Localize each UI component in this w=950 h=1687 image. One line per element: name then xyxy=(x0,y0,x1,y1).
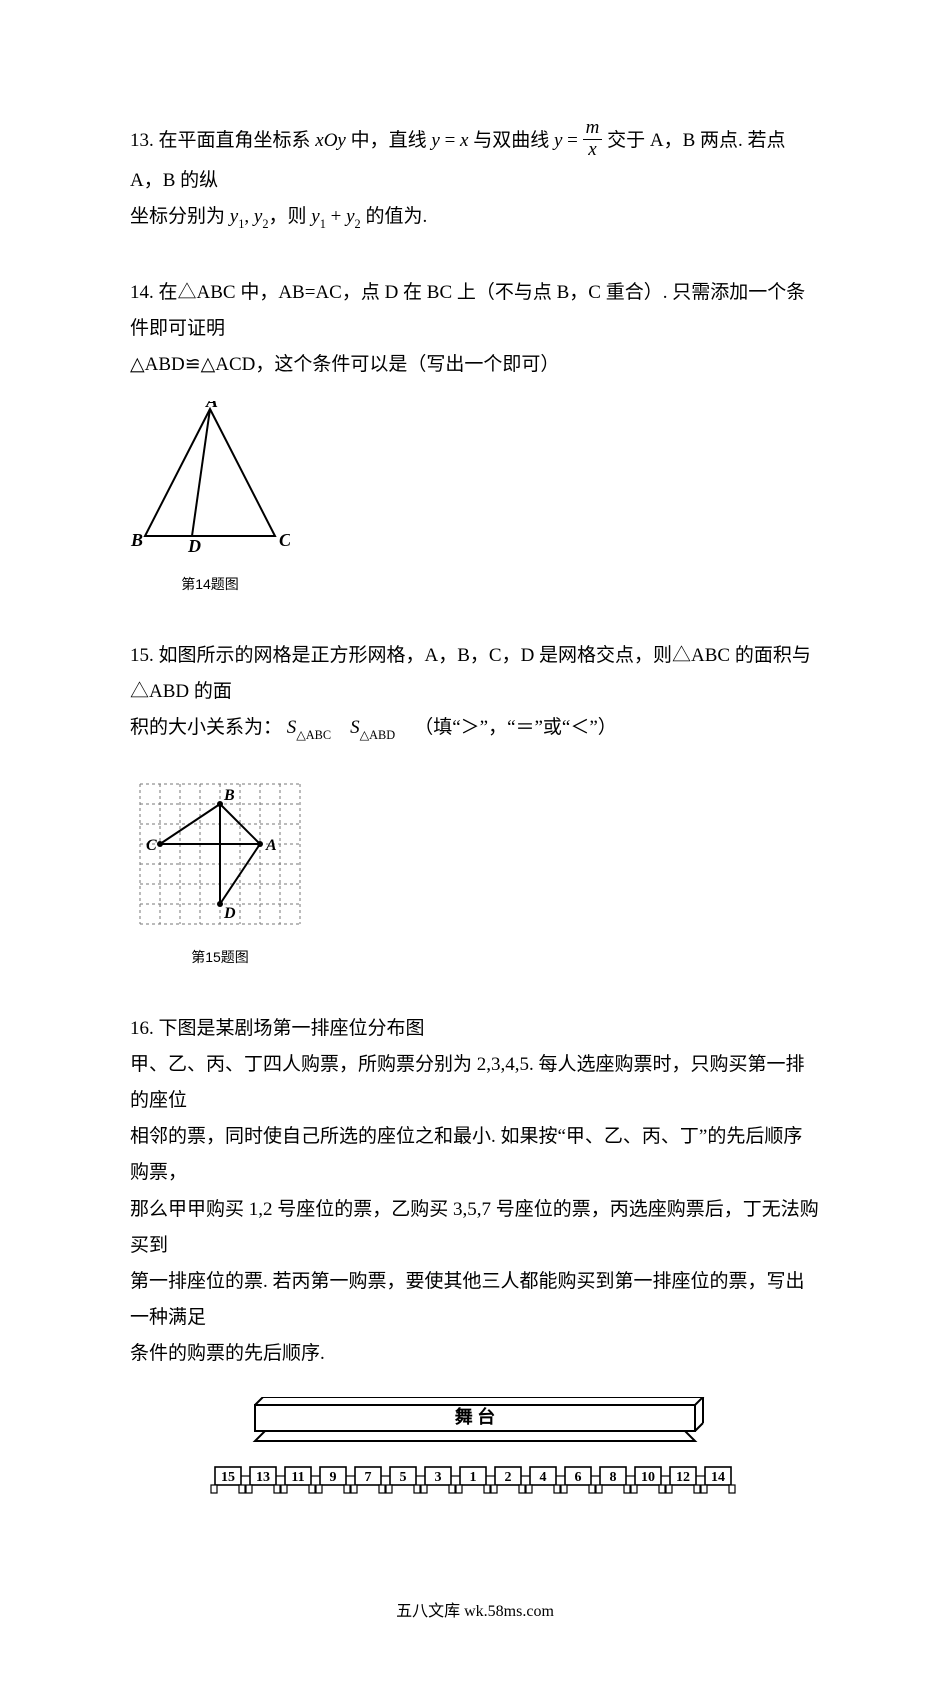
q14-figure: A B C D 第14题图 xyxy=(130,401,820,598)
q15-S1sub: △ABC xyxy=(296,728,331,742)
q14-number: 14. xyxy=(130,282,154,303)
q13-text2: 中，直线 xyxy=(346,130,432,151)
q13-comma: , xyxy=(244,206,254,227)
seat-number: 8 xyxy=(610,1470,617,1485)
q14-triangle-svg: A B C D xyxy=(130,401,290,571)
q16-p2: 相邻的票，同时使自己所选的座位之和最小. 如果按“甲、乙、丙、丁”的先后顺序购票… xyxy=(130,1119,820,1191)
q15-caption: 第15题图 xyxy=(130,944,310,971)
q16-number: 16. xyxy=(130,1018,154,1039)
q13-plus: + xyxy=(326,206,346,227)
q16-p5: 条件的购票的先后顺序. xyxy=(130,1336,820,1372)
q15-text1: 如图所示的网格是正方形网格，A，B，C，D 是网格交点，则△ABC 的面积与△A… xyxy=(130,645,811,702)
question-16: 16. 下图是某剧场第一排座位分布图 甲、乙、丙、丁四人购票，所购票分别为 2,… xyxy=(130,1011,820,1507)
q13-line2b: ，则 xyxy=(268,206,311,227)
seat-number: 13 xyxy=(256,1470,270,1485)
q15-label-a: A xyxy=(265,837,277,854)
q14-caption: 第14题图 xyxy=(130,571,290,598)
seat-number: 1 xyxy=(470,1470,477,1485)
q13-y4v: y xyxy=(346,206,354,227)
q13-y2s: 2 xyxy=(262,217,268,231)
q16-theater-svg: 舞 台 151311975312468101214 xyxy=(195,1397,755,1507)
q16-p3: 那么甲甲购买 1,2 号座位的票，乙购买 3,5,7 号座位的票，丙选座购票后，… xyxy=(130,1192,820,1264)
q13-line2c: 的值为. xyxy=(361,206,428,227)
question-13: 13. 在平面直角坐标系 xOy 中，直线 y = x 与双曲线 y = mx … xyxy=(130,120,820,235)
q15-line1: 15. 如图所示的网格是正方形网格，A，B，C，D 是网格交点，则△ABC 的面… xyxy=(130,638,820,710)
q16-p1: 甲、乙、丙、丁四人购票，所购票分别为 2,3,4,5. 每人选座购票时，只购买第… xyxy=(130,1047,820,1119)
seat-number: 6 xyxy=(575,1470,582,1485)
q15-S1: S xyxy=(287,717,297,738)
q16-figure: 舞 台 151311975312468101214 xyxy=(130,1397,820,1507)
q13-fraction: mx xyxy=(583,118,603,161)
seat-number: 15 xyxy=(221,1470,235,1485)
seat-number: 10 xyxy=(641,1470,655,1485)
seat-number: 5 xyxy=(400,1470,407,1485)
q15-text3: （填“＞”，“＝”或“＜”） xyxy=(414,717,617,738)
q14-label-c: C xyxy=(279,530,290,550)
seat-number: 14 xyxy=(711,1470,725,1485)
q13-y1v: y xyxy=(230,206,238,227)
q15-label-d: D xyxy=(223,905,236,922)
q13-y3s: 1 xyxy=(320,217,326,231)
q15-text2: 积的大小关系为： xyxy=(130,717,282,738)
q15-label-b: B xyxy=(223,787,235,804)
q14-text1: 在△ABC 中，AB=AC，点 D 在 BC 上（不与点 B，C 重合）. 只需… xyxy=(130,282,805,339)
q13-y4s: 2 xyxy=(355,217,361,231)
seat-number: 2 xyxy=(505,1470,512,1485)
q13-y3v: y xyxy=(311,206,319,227)
seat-number: 9 xyxy=(330,1470,337,1485)
q15-S2: S xyxy=(350,717,360,738)
q13-text: 在平面直角坐标系 xyxy=(159,130,316,151)
page-footer: 五八文库 wk.58ms.com xyxy=(130,1597,820,1627)
q14-label-a: A xyxy=(205,401,218,411)
q15-line2: 积的大小关系为： S△ABC S△ABD （填“＞”，“＝”或“＜”） xyxy=(130,710,820,746)
q15-S2sub: △ABD xyxy=(360,728,396,742)
q16-line1: 16. 下图是某剧场第一排座位分布图 xyxy=(130,1011,820,1047)
seat-number: 3 xyxy=(435,1470,442,1485)
q15-label-c: C xyxy=(146,837,157,854)
q13-eq2: = xyxy=(562,130,582,151)
q13-y1s: 1 xyxy=(238,217,244,231)
q13-text3: 与双曲线 xyxy=(468,130,554,151)
q13-frac-num: m xyxy=(583,118,603,140)
q13-y1: y xyxy=(431,130,439,151)
q14-label-b: B xyxy=(130,530,143,550)
q15-grid-svg: B C A D xyxy=(130,774,310,944)
q16-text1: 下图是某剧场第一排座位分布图 xyxy=(159,1018,425,1039)
seat-number: 11 xyxy=(291,1470,304,1485)
q13-number: 13. xyxy=(130,130,154,151)
q13-line2a: 坐标分别为 xyxy=(130,206,230,227)
q15-number: 15. xyxy=(130,645,154,666)
q13-xoy: xOy xyxy=(315,130,346,151)
seat-number: 12 xyxy=(676,1470,690,1485)
q13-eq1: = xyxy=(440,130,460,151)
q14-label-d: D xyxy=(187,536,201,556)
question-15: 15. 如图所示的网格是正方形网格，A，B，C，D 是网格交点，则△ABC 的面… xyxy=(130,638,820,971)
seat-number: 7 xyxy=(365,1470,372,1485)
q16-p4: 第一排座位的票. 若丙第一购票，要使其他三人都能购买到第一排座位的票，写出一种满… xyxy=(130,1264,820,1336)
q13-frac-den: x xyxy=(583,140,603,161)
q14-line1: 14. 在△ABC 中，AB=AC，点 D 在 BC 上（不与点 B，C 重合）… xyxy=(130,275,820,347)
q14-line2: △ABD≌△ACD，这个条件可以是（写出一个即可） xyxy=(130,347,820,383)
question-14: 14. 在△ABC 中，AB=AC，点 D 在 BC 上（不与点 B，C 重合）… xyxy=(130,275,820,598)
seat-number: 4 xyxy=(540,1470,547,1485)
q16-stage-label: 舞 台 xyxy=(455,1406,496,1427)
q15-figure: B C A D 第15题图 xyxy=(130,774,820,971)
